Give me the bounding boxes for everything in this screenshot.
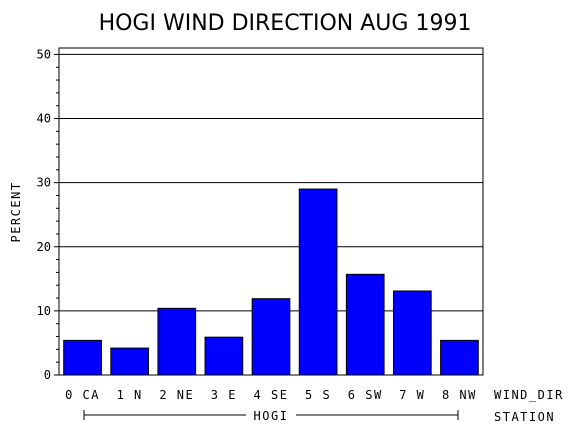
group-axis-label: STATION: [494, 410, 555, 424]
group-label-background: [246, 407, 296, 423]
x-tick-label: 2 NE: [159, 388, 194, 402]
y-axis-ticks: 0 10 20 30 40 50: [37, 47, 59, 382]
x-tick-label: 5 S: [305, 388, 331, 402]
x-axis-labels: 0 CA 1 N 2 NE 3 E 4 SE 5 S 6 SW 7 W 8 NW: [65, 388, 477, 402]
bar: [298, 188, 338, 376]
bar: [157, 307, 197, 376]
bar: [63, 339, 102, 376]
y-tick-label: 30: [37, 176, 51, 190]
x-tick-label: 7 W: [399, 388, 425, 402]
chart-title: HOGI WIND DIRECTION AUG 1991: [99, 11, 472, 36]
group-label: HOGI: [254, 409, 289, 423]
x-tick-label: 3 E: [211, 388, 237, 402]
x-tick-label: 8 NW: [442, 388, 477, 402]
bar: [251, 298, 291, 376]
y-tick-label: 50: [37, 47, 51, 61]
y-tick-label: 20: [37, 240, 51, 254]
gridlines: [59, 53, 483, 312]
x-tick-label: 0 CA: [65, 388, 100, 402]
x-tick-label: 4 SE: [254, 388, 289, 402]
y-axis-label: PERCENT: [9, 181, 23, 242]
x-axis-label: WIND_DIR: [494, 388, 564, 402]
bar: [110, 347, 150, 376]
x-tick-label: 6 SW: [348, 388, 383, 402]
bars: [63, 188, 479, 376]
bar: [440, 339, 479, 376]
y-tick-label: 10: [37, 304, 51, 318]
bar: [345, 273, 385, 376]
bar: [392, 290, 432, 376]
y-tick-label: 40: [37, 112, 51, 126]
bar: [204, 336, 244, 376]
plot-frame: [58, 47, 484, 376]
x-tick-label: 1 N: [117, 388, 143, 402]
y-tick-label: 0: [44, 368, 51, 382]
